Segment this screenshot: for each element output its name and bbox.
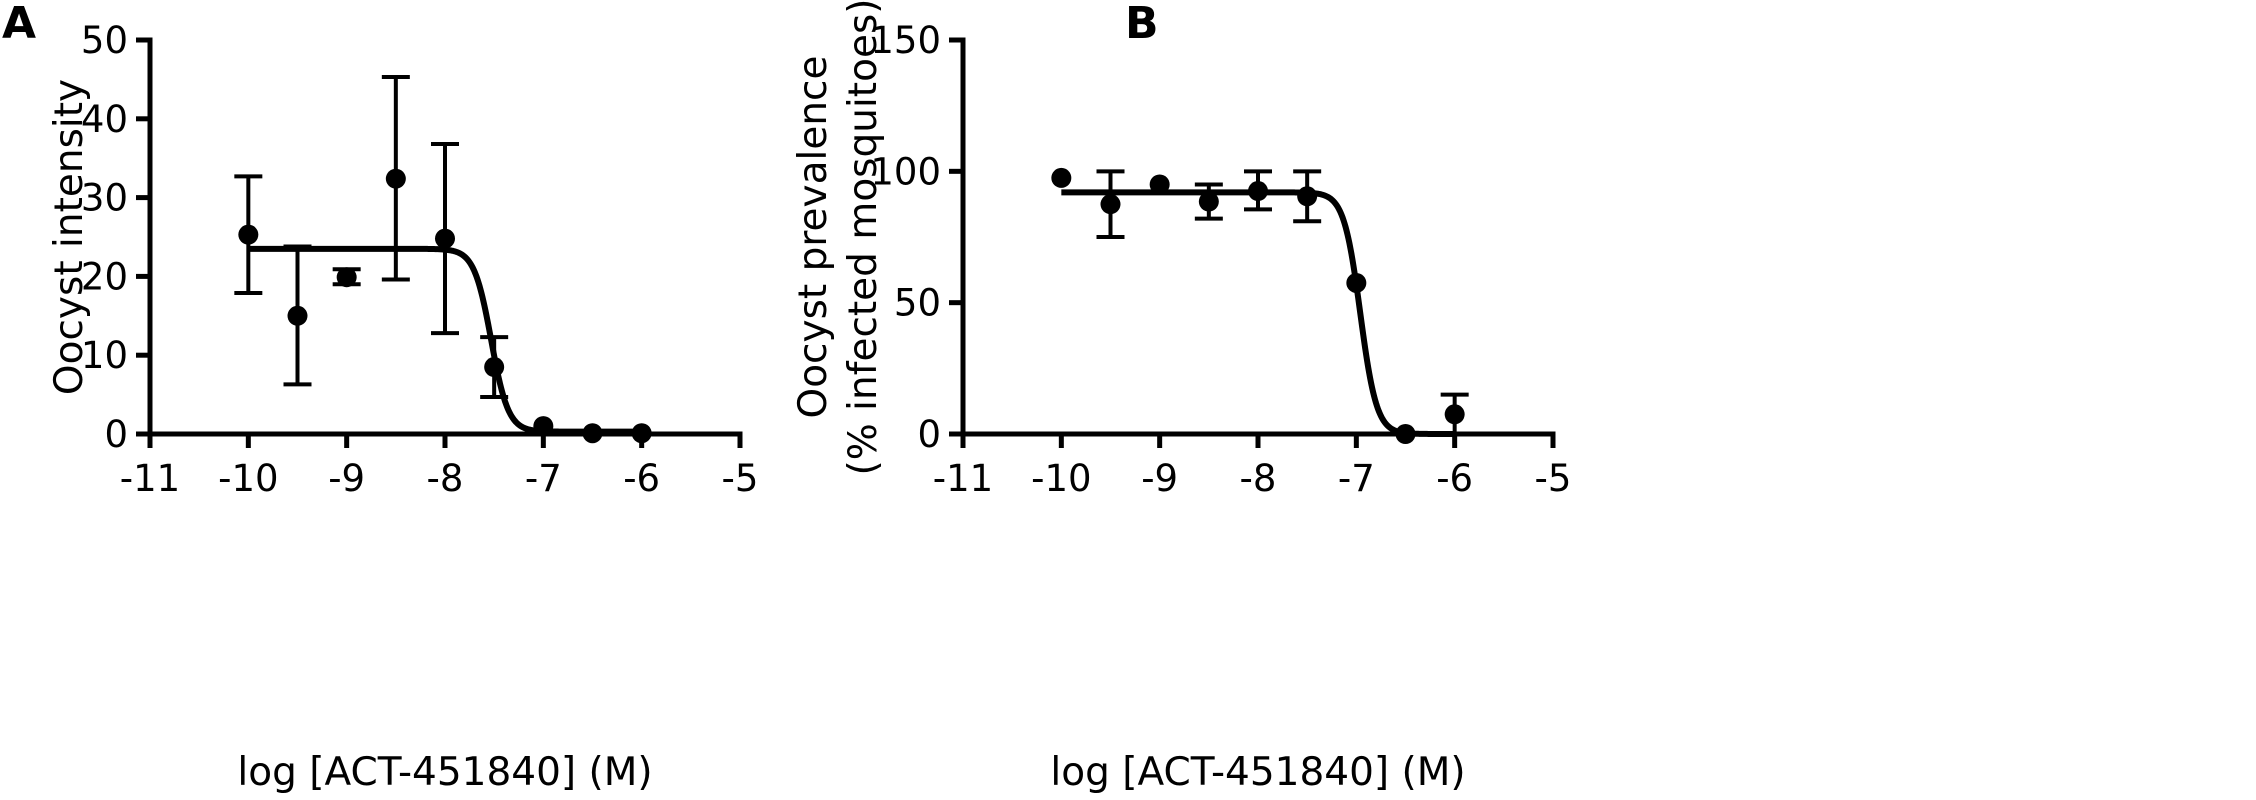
panel-b-axes: -11 -10 -9 -8 -7 -6 -5 0 50 100 150 [870, 19, 1571, 500]
panel-a-x-tick-label: -11 [120, 457, 180, 500]
panel-a-data-point [336, 267, 357, 288]
panel-b-x-tick-label: -8 [1240, 457, 1277, 500]
panel-a-x-tick-label: -10 [218, 457, 278, 500]
panel-a-y-tick-label: 50 [81, 19, 128, 62]
panel-a-x-tick-label: -5 [722, 457, 759, 500]
panel-a-y-tick-label: 0 [104, 413, 128, 456]
panel-b-data-point [1444, 404, 1465, 425]
panel-b-marks [1051, 167, 1469, 444]
panel-b-data-point [1346, 272, 1367, 293]
panel-a-x-tick-label: -6 [623, 457, 660, 500]
panel-a-data-point [484, 357, 505, 378]
panel-b-data-point [1248, 181, 1268, 202]
panel-b-y-tick-label: 100 [870, 150, 941, 193]
panel-b-data-point [1100, 194, 1121, 215]
panel-b-data-point [1198, 191, 1219, 212]
panel-a-data-point [582, 423, 603, 444]
panel-b-label: B [1125, 0, 1159, 49]
panel-b: B -11 -10 -9 -8 -7 -6 -5 0 50 100 150 log [ACT-451… [791, 0, 1571, 795]
panel-a-x-tick-label: -8 [427, 457, 464, 500]
panel-b-x-tick-label: -9 [1141, 457, 1178, 500]
panel-a-data-point [287, 305, 308, 326]
panel-a-data-point [435, 228, 455, 249]
panel-a-y-tick-label: 40 [81, 98, 128, 141]
panel-b-data-point [1395, 424, 1416, 444]
panel-a-x-tick-label: -9 [328, 457, 365, 500]
panel-b-y-tick-label: 0 [917, 413, 941, 456]
panel-a-y-tick-label: 10 [81, 334, 128, 377]
panel-a-data-point [631, 423, 652, 444]
panel-b-y-axis-title-line2: (% infected mosquitoes) [841, 0, 886, 476]
panel-a-data-point [385, 168, 406, 189]
panel-a-x-axis-title: log [ACT-451840] (M) [237, 750, 652, 795]
panel-a-marks [234, 75, 652, 444]
panel-a-data-point [533, 416, 554, 437]
panel-a-label: A [2, 0, 36, 49]
panel-a-y-tick-label: 30 [81, 177, 128, 220]
panel-b-y-axis-title-line1: Oocyst prevalence [791, 56, 836, 419]
panel-b-data-point [1051, 167, 1072, 188]
panel-b-y-tick-label: 150 [870, 19, 941, 62]
panel-b-y-tick-label: 50 [894, 282, 941, 325]
panel-a-y-tick-label: 20 [81, 255, 128, 298]
panel-a-axes: -11 -10 -9 -8 -7 -6 -5 0 10 20 30 40 50 [81, 19, 759, 500]
panel-a-y-axis-title: Oocyst intensity [47, 79, 92, 395]
panel-b-x-tick-label: -6 [1436, 457, 1473, 500]
panel-a-data-point [238, 224, 259, 245]
panel-b-x-tick-label: -11 [933, 457, 993, 500]
panel-b-x-tick-label: -10 [1031, 457, 1091, 500]
panel-b-x-tick-label: -5 [1535, 457, 1572, 500]
panel-b-data-point [1149, 174, 1170, 195]
panel-a-x-tick-label: -7 [525, 457, 562, 500]
panel-b-x-tick-label: -7 [1338, 457, 1375, 500]
panel-a: A -11 -10 -9 -8 -7 -6 -5 0 10 20 30 40 50 log [ACT-4… [2, 0, 758, 795]
panel-b-fit-curve [1061, 189, 1455, 437]
panel-b-data-point [1297, 186, 1318, 207]
panel-b-x-axis-title: log [ACT-451840] (M) [1050, 750, 1465, 795]
